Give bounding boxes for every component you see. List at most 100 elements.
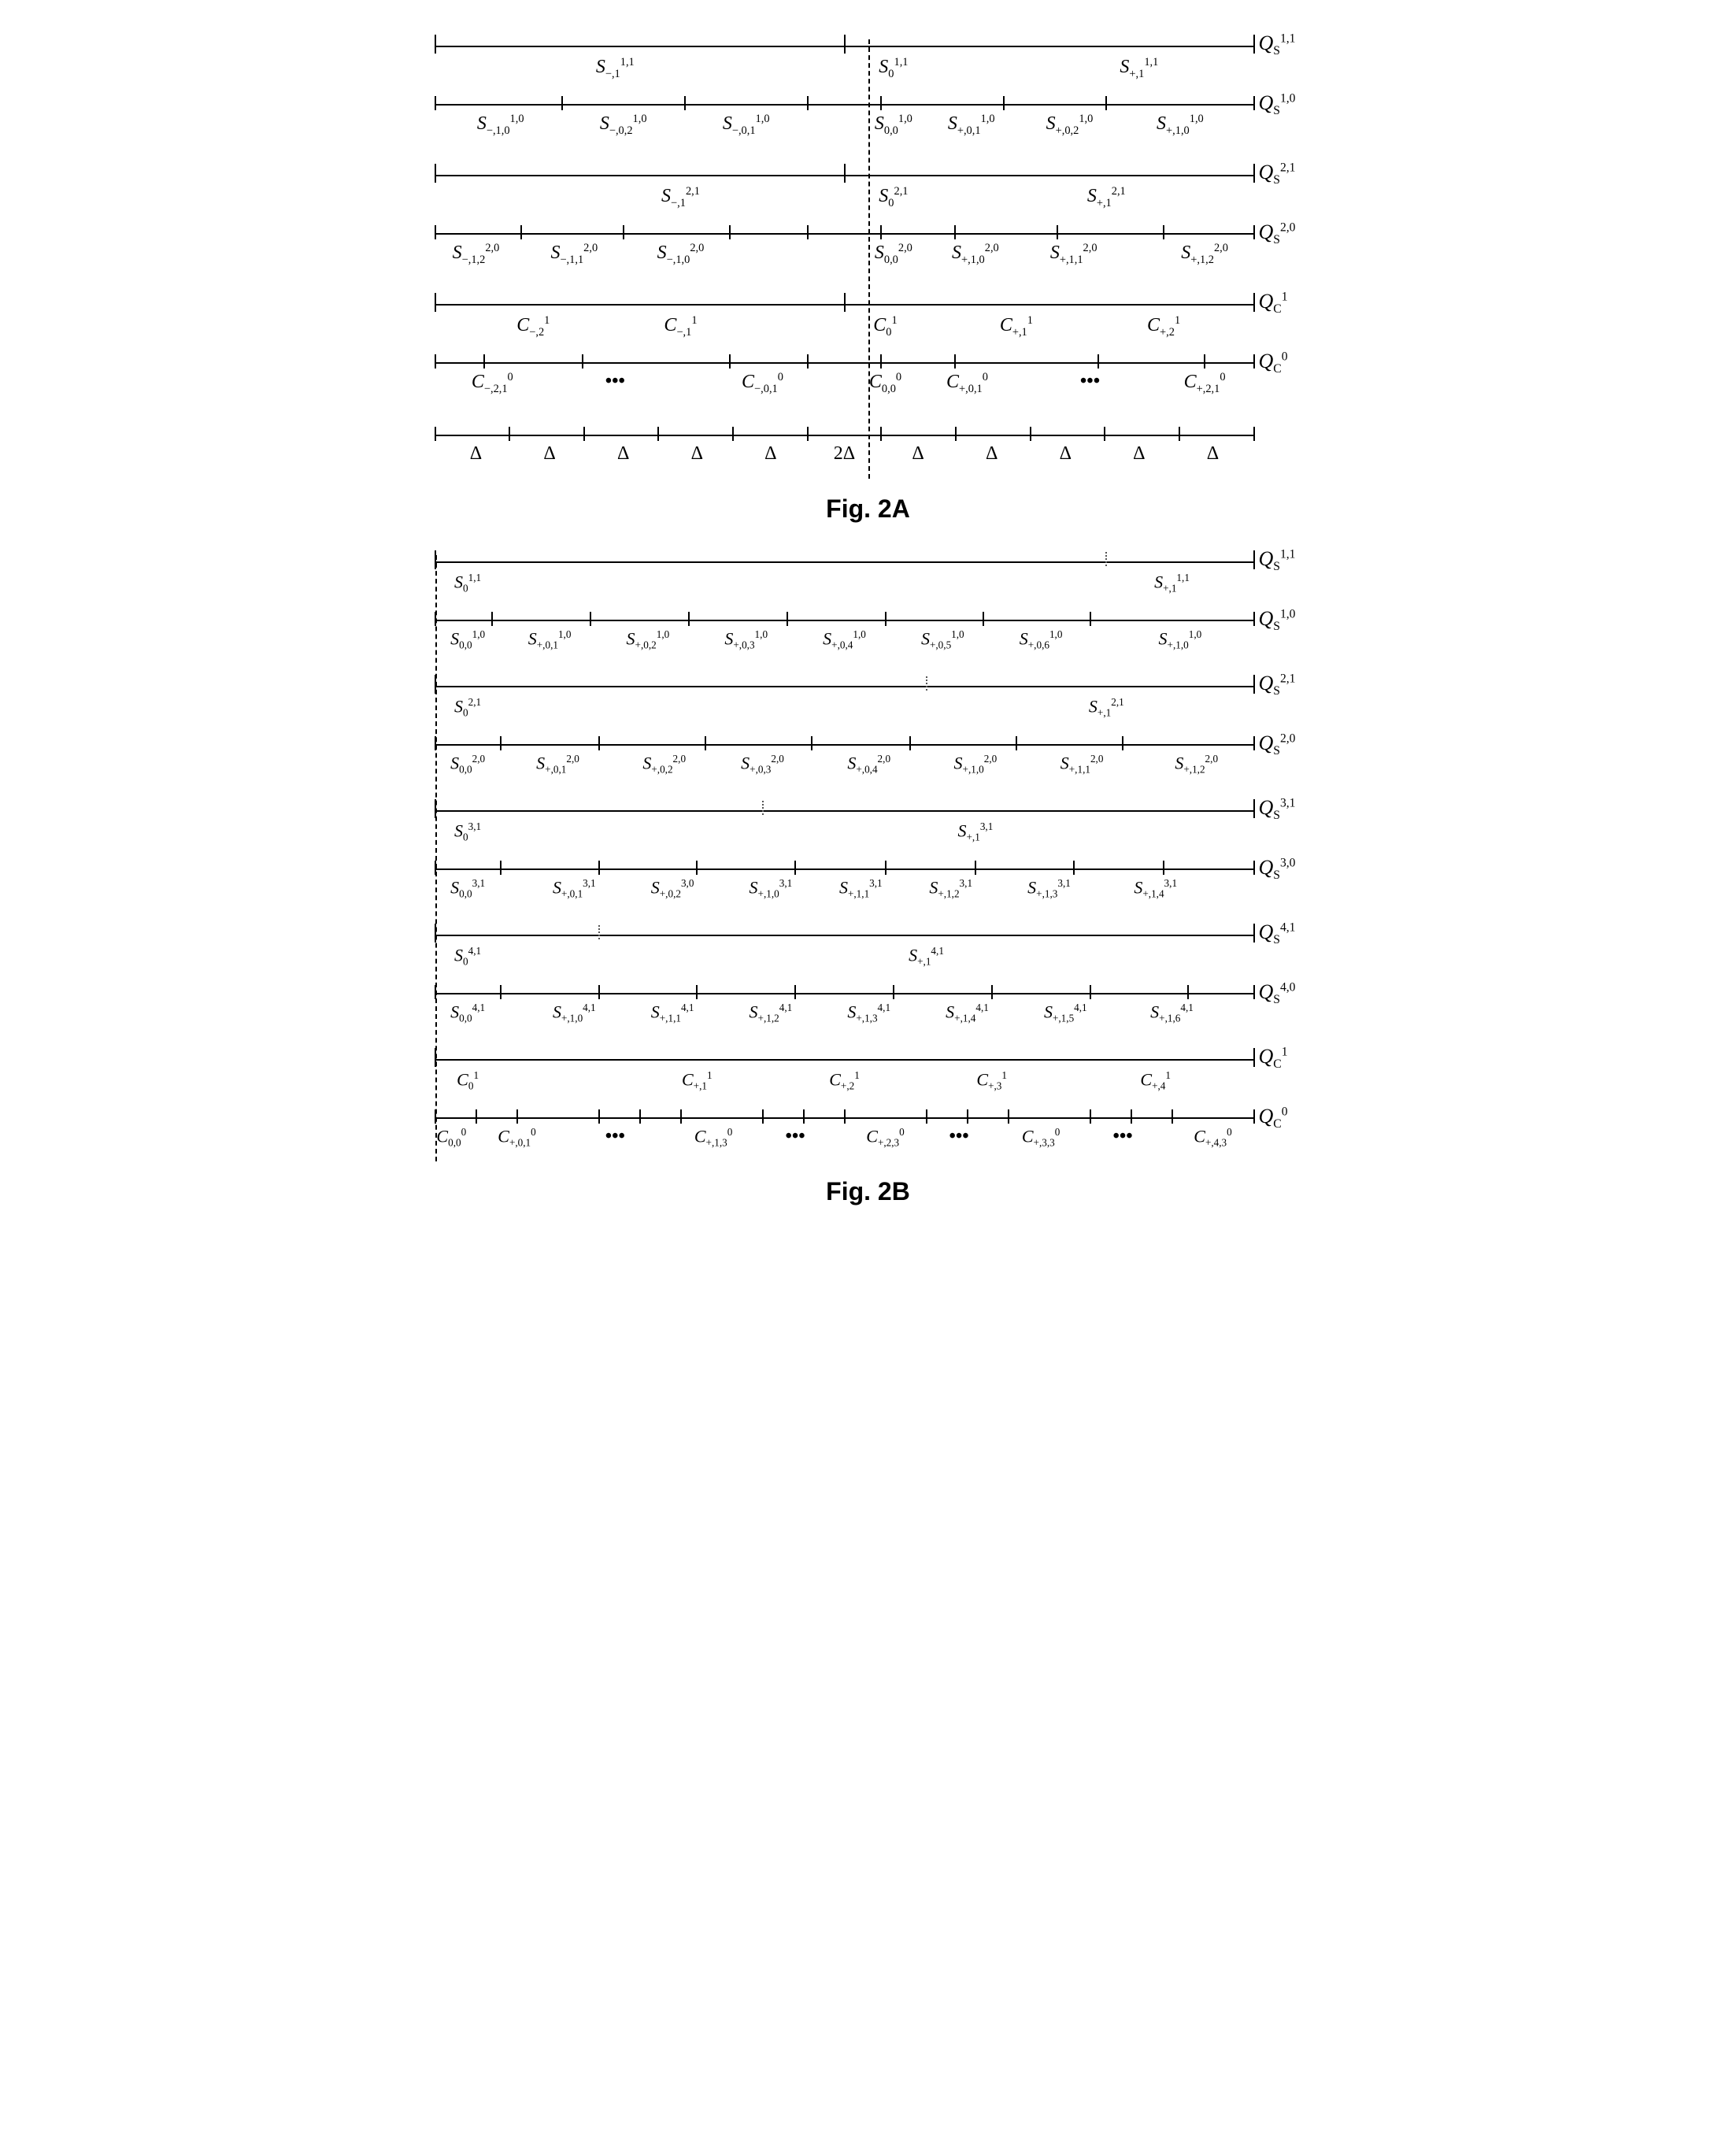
interval-label: S+,0,32,0	[741, 754, 784, 775]
axis-line	[435, 362, 1254, 364]
interval-label: C+,41	[1140, 1070, 1171, 1091]
tick	[684, 96, 686, 110]
axis: QS2,0	[435, 739, 1254, 749]
tick	[561, 96, 563, 110]
axis-line	[435, 935, 1254, 936]
tick	[1253, 985, 1255, 999]
tick	[435, 1048, 436, 1067]
tick	[1253, 861, 1255, 875]
axis: QS1,0	[435, 99, 1254, 109]
tick	[1003, 96, 1005, 110]
axis-line	[435, 233, 1254, 235]
tick	[729, 354, 731, 368]
label-row: S02,1S+,12,1	[435, 695, 1254, 731]
axis-right-label: QC0	[1259, 1105, 1288, 1131]
interval-label: S+,0,31,0	[724, 629, 768, 650]
interval-label: S+,1,43,1	[1134, 878, 1177, 899]
tick	[483, 354, 485, 368]
tick	[435, 985, 436, 999]
tick	[1253, 427, 1255, 441]
interval-label: S04,1	[454, 946, 481, 967]
label-row: C−,2,10•••C−,0,10C0,00C+,0,10•••C+,2,10	[435, 370, 1254, 406]
interval-label: S0,02,0	[450, 754, 485, 775]
axis-right-label: QS1,0	[1259, 607, 1296, 634]
ellipsis: •••	[605, 372, 625, 391]
tick	[1163, 225, 1164, 239]
axis	[435, 430, 1254, 439]
tick	[967, 1109, 968, 1124]
tick	[807, 96, 809, 110]
interval-label: S+,1,02,0	[952, 243, 999, 265]
tick	[435, 164, 436, 183]
interval-label: S0,02,0	[875, 243, 912, 265]
interval-label: C+,11	[682, 1070, 713, 1091]
figure-2b: QS1,1S01,1S+,11,1QS1,0S0,01,0S+,0,11,0S+…	[435, 555, 1301, 1206]
delta-label: Δ	[764, 444, 776, 463]
interval-label: C+,0,10	[946, 372, 988, 394]
interval-label: S+,0,13,1	[553, 878, 596, 899]
interval-label: S−,0,21,0	[600, 113, 647, 136]
delta-label: 2Δ	[834, 444, 855, 463]
tick	[583, 427, 585, 441]
axis: QS1,0	[435, 615, 1254, 624]
tick	[657, 427, 659, 441]
interval-label: S+,1,04,1	[553, 1002, 596, 1024]
interval-label: S+,0,11,0	[528, 629, 572, 650]
interval-label: C+,2,30	[866, 1127, 905, 1148]
tick	[880, 96, 882, 110]
interval-label: S03,1	[454, 821, 481, 843]
interval-label: C+,2,10	[1184, 372, 1226, 394]
label-row: C0,00C+,0,10•••C+,1,30•••C+,2,30•••C+,3,…	[435, 1125, 1254, 1161]
interval-label: S+,11,1	[1154, 572, 1190, 594]
tick	[885, 861, 887, 875]
interval-label: C+,21	[1147, 315, 1180, 338]
tick	[991, 985, 993, 999]
tick	[844, 35, 846, 54]
spacer	[435, 664, 1254, 672]
tick	[590, 612, 591, 626]
tick	[803, 1109, 805, 1124]
tick	[435, 612, 436, 626]
interval-label: S+,1,03,1	[750, 878, 793, 899]
tick	[794, 985, 796, 999]
tick	[1253, 550, 1255, 569]
interval-label: S0,04,1	[450, 1002, 485, 1024]
axis: QS2,0	[435, 228, 1254, 238]
spacer	[435, 913, 1254, 920]
tick	[955, 427, 957, 441]
delta-label: Δ	[986, 444, 998, 463]
axis: QC0	[435, 1113, 1254, 1122]
label-row: C01C+,11C+,21C+,31C+,41	[435, 1068, 1254, 1105]
tick	[909, 736, 911, 750]
interval-label: S02,1	[879, 186, 908, 209]
interval-label: S+,0,23,0	[651, 878, 694, 899]
dotted-tick	[926, 676, 927, 691]
ellipsis: •••	[949, 1127, 968, 1146]
tick	[582, 354, 583, 368]
interval-label: C+,31	[976, 1070, 1007, 1091]
tick	[1253, 612, 1255, 626]
tick	[509, 427, 510, 441]
interval-label: S+,1,12,0	[1050, 243, 1097, 265]
tick	[435, 354, 436, 368]
interval-label: S+,0,61,0	[1020, 629, 1063, 650]
axis-line	[435, 810, 1254, 812]
interval-label: S+,1,34,1	[847, 1002, 890, 1024]
interval-label: S0,01,0	[450, 629, 485, 650]
interval-label: C−,0,10	[742, 372, 783, 394]
interval-label: S0,03,1	[450, 878, 485, 899]
label-row: S−,12,1S02,1S+,12,1	[435, 184, 1254, 220]
axis-line	[435, 104, 1254, 106]
figA-axes-group: QS1,1S−,11,1S01,1S+,11,1QS1,0S−,1,01,0S−…	[435, 39, 1301, 479]
delta-label: Δ	[691, 444, 703, 463]
axis-line	[435, 435, 1254, 436]
tick	[696, 861, 698, 875]
axis: QC1	[435, 298, 1254, 310]
tick	[1073, 861, 1075, 875]
tick	[598, 1109, 600, 1124]
tick	[435, 550, 436, 569]
tick	[516, 1109, 518, 1124]
interval-label: S−,1,02,0	[657, 243, 705, 265]
tick	[1253, 924, 1255, 943]
label-row: S03,1S+,13,1	[435, 820, 1254, 856]
